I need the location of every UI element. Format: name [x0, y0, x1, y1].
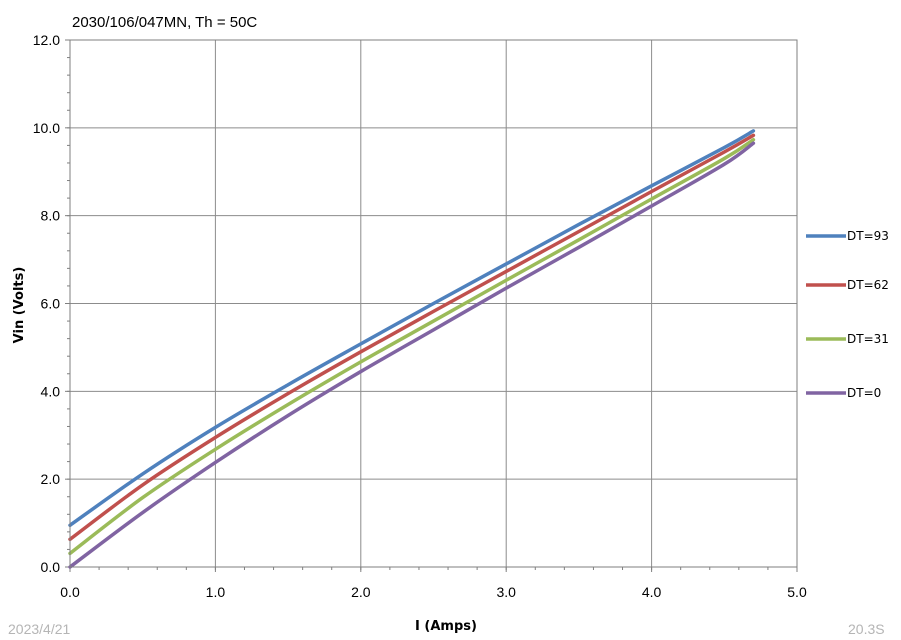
legend-entry-label: DT=93: [847, 229, 889, 243]
series-lines: [68, 129, 756, 569]
y-tick-label: 8.0: [41, 208, 61, 224]
y-tick-label: 10.0: [33, 120, 60, 136]
x-tick-label: 4.0: [642, 584, 662, 600]
y-tick-label: 12.0: [33, 32, 60, 48]
plot-area-border: [69, 39, 798, 568]
x-tick-label: 1.0: [206, 584, 226, 600]
series-line-dt-0: [68, 141, 756, 569]
legend-entry-label: DT=0: [847, 386, 881, 400]
x-axis-label: I (Amps): [415, 619, 477, 634]
x-tick-label: 5.0: [787, 584, 807, 600]
y-tick-label: 2.0: [41, 471, 61, 487]
x-tick-label: 2.0: [351, 584, 371, 600]
legend-entry-label: DT=31: [847, 332, 889, 346]
series-line-dt-62: [68, 133, 756, 542]
legend-entry-label: DT=62: [847, 278, 889, 292]
y-tick-label: 6.0: [41, 296, 61, 312]
y-axis-label: Vin (Volts): [12, 267, 27, 344]
x-tick-label: 0.0: [60, 584, 80, 600]
legend: DT=93 DT=62 DT=31 DT=0: [806, 229, 889, 400]
y-axis-ticks: 0.0 2.0 4.0 6.0 8.0 10.0 12.0: [33, 32, 70, 575]
x-axis-ticks: 0.0 1.0 2.0 3.0 4.0 5.0: [60, 567, 807, 600]
footer-right-text: 20.3S: [848, 621, 885, 637]
footer-date: 2023/4/21: [8, 621, 70, 637]
series-line-dt-31: [68, 137, 756, 556]
y-tick-label: 0.0: [41, 559, 61, 575]
chart-title: 2030/106/047MN, Th = 50C: [72, 14, 257, 31]
y-tick-label: 4.0: [41, 383, 61, 399]
series-line-dt-93: [68, 129, 756, 528]
x-tick-label: 3.0: [496, 584, 516, 600]
